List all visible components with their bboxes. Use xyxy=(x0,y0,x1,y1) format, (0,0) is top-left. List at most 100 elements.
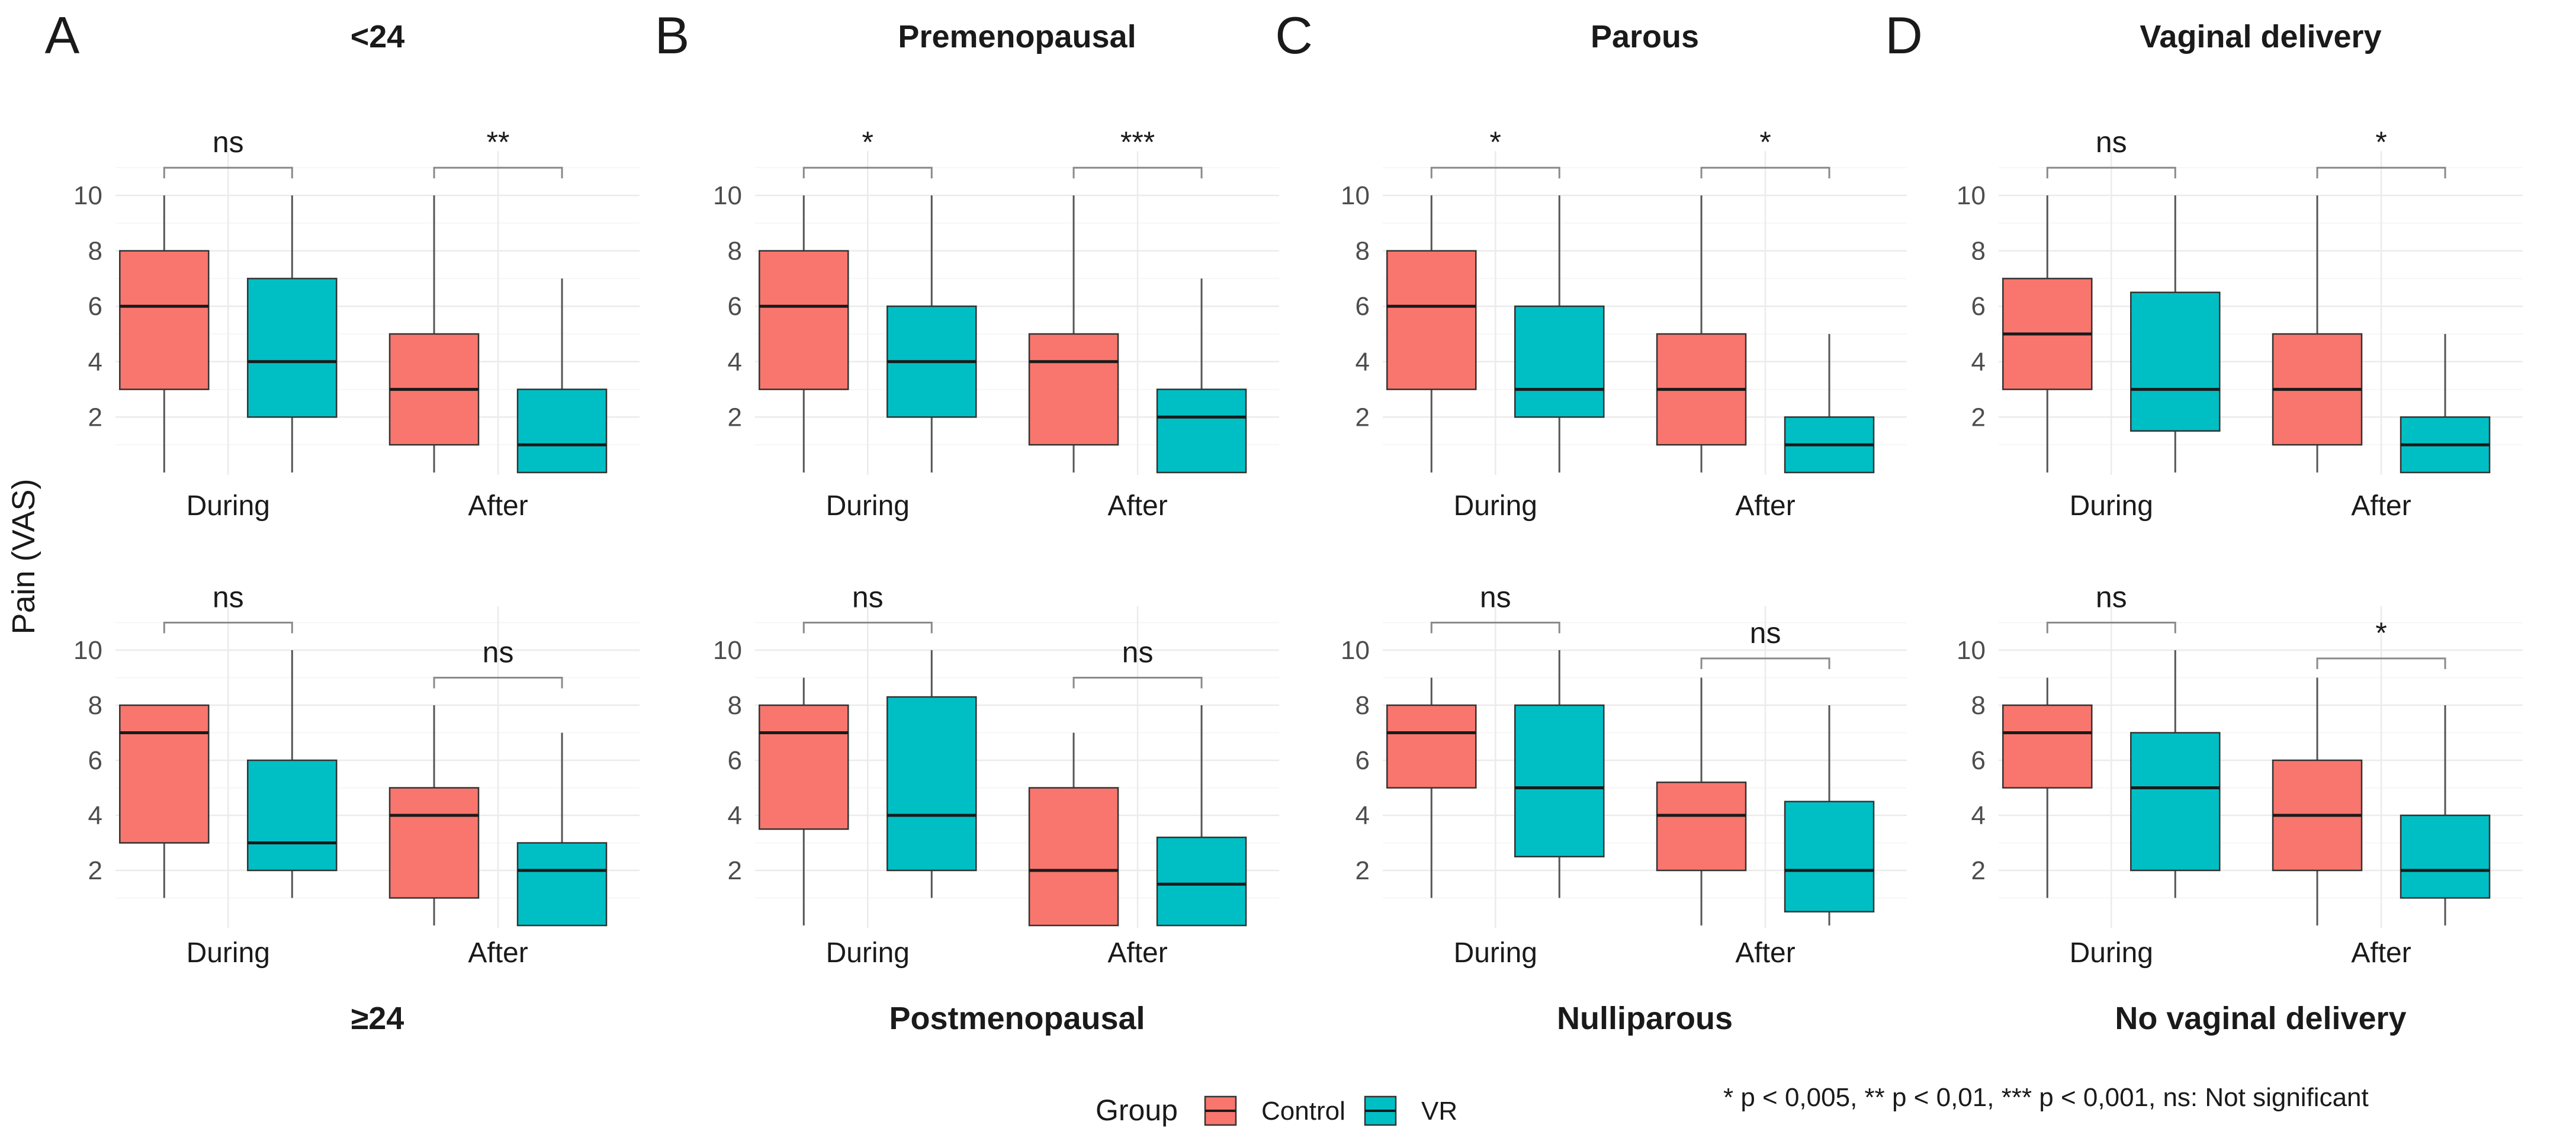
y-tick-label-6: 6 xyxy=(1971,292,1986,321)
box-during-control xyxy=(119,704,210,844)
category-label-during: During xyxy=(2070,937,2153,969)
y-tick-label-8: 8 xyxy=(1971,691,1986,720)
y-tick-label-2: 2 xyxy=(728,856,742,885)
box-during-control xyxy=(1386,704,1477,789)
box-after-control xyxy=(388,787,480,899)
y-tick-label-10: 10 xyxy=(1341,636,1370,665)
significance-during-label: ns xyxy=(213,126,244,159)
significance-after-label: * xyxy=(1759,126,1771,159)
y-tick-label-6: 6 xyxy=(1356,292,1370,321)
y-tick-label-2: 2 xyxy=(88,403,102,432)
y-tick-label-8: 8 xyxy=(1356,691,1370,720)
legend-label-vr: VR xyxy=(1421,1097,1457,1126)
box-after-control xyxy=(1656,781,1747,872)
significance-footnote: * p < 0,005, ** p < 0,01, *** p < 0,001,… xyxy=(1723,1083,2369,1112)
category-label-during: During xyxy=(1454,937,1537,969)
category-label-during: During xyxy=(826,490,910,522)
significance-after-bracket xyxy=(1072,677,1203,689)
category-label-after: After xyxy=(1735,937,1795,969)
category-label-after: After xyxy=(2351,490,2411,522)
category-label-after: After xyxy=(468,490,528,522)
y-tick-label-4: 4 xyxy=(728,348,742,377)
panel-a-bottom: 2 4 6 8 10 During After ns ns ≥24 xyxy=(73,581,640,1036)
y-tick-label-6: 6 xyxy=(1971,746,1986,775)
box-during-vr xyxy=(2130,732,2221,872)
panel-letter-a: A xyxy=(45,6,80,65)
y-tick-label-2: 2 xyxy=(728,403,742,432)
y-tick-label-4: 4 xyxy=(88,348,102,377)
category-label-during: During xyxy=(826,937,910,969)
significance-during-label: * xyxy=(1490,126,1501,159)
significance-after-label: ** xyxy=(487,126,510,159)
box-during-vr xyxy=(2130,291,2221,432)
significance-during-bracket xyxy=(163,622,293,634)
significance-after-label: * xyxy=(2375,126,2387,159)
box-during-control xyxy=(759,250,849,390)
significance-during-label: ns xyxy=(1480,581,1511,614)
significance-after-label: * xyxy=(2375,616,2387,650)
panel-c-bottom: 2 4 6 8 10 During After ns ns Nulliparous xyxy=(1341,581,1907,1036)
significance-during-bracket xyxy=(163,166,293,179)
category-label-after: After xyxy=(2351,937,2411,969)
y-axis-title: Pain (VAS) xyxy=(6,478,41,634)
y-tick-label-6: 6 xyxy=(1356,746,1370,775)
y-tick-label-4: 4 xyxy=(728,801,742,830)
panel-d-bottom: 2 4 6 8 10 During After ns * No vaginal delivery xyxy=(1957,581,2523,1036)
panel-title-b-top: Premenopausal xyxy=(898,19,1136,54)
significance-after-bracket xyxy=(1700,657,1830,669)
y-tick-label-8: 8 xyxy=(1971,237,1986,266)
significance-after-bracket xyxy=(2316,166,2446,179)
y-tick-label-2: 2 xyxy=(1356,856,1370,885)
panel-a-top: 2 4 6 8 10 During After ns ** <24 xyxy=(73,19,640,522)
category-label-after: After xyxy=(1107,490,1167,522)
box-after-vr xyxy=(2400,814,2491,899)
box-during-vr xyxy=(247,759,338,872)
box-during-control xyxy=(119,250,210,390)
panel-title-b-bottom: Postmenopausal xyxy=(889,1001,1145,1036)
box-during-vr xyxy=(886,696,977,872)
y-tick-label-6: 6 xyxy=(728,746,742,775)
panel-c-top: 2 4 6 8 10 During After * * Parous xyxy=(1341,19,1907,522)
y-tick-label-10: 10 xyxy=(1341,181,1370,210)
legend-label-control: Control xyxy=(1261,1097,1345,1126)
y-tick-label-10: 10 xyxy=(1957,636,1986,665)
y-tick-label-4: 4 xyxy=(1971,348,1986,377)
box-during-control xyxy=(1386,250,1477,390)
significance-during-bracket xyxy=(1430,622,1560,634)
significance-during-label: ns xyxy=(213,581,244,614)
y-tick-label-8: 8 xyxy=(728,237,742,266)
y-tick-label-6: 6 xyxy=(88,746,102,775)
panel-title-c-bottom: Nulliparous xyxy=(1557,1001,1733,1036)
significance-during-bracket xyxy=(2046,166,2176,179)
panel-title-a-top: <24 xyxy=(351,19,405,54)
panel-d-top: 2 4 6 8 10 During After ns * Vaginal delivery xyxy=(1957,19,2523,522)
box-after-vr xyxy=(1156,836,1247,927)
box-after-control xyxy=(1028,787,1119,927)
category-label-after: After xyxy=(1735,490,1795,522)
y-tick-label-4: 4 xyxy=(1356,348,1370,377)
y-tick-label-2: 2 xyxy=(1356,403,1370,432)
y-tick-label-10: 10 xyxy=(713,636,742,665)
box-during-vr xyxy=(247,278,338,418)
category-label-during: During xyxy=(187,937,270,969)
significance-after-bracket xyxy=(433,166,563,179)
panel-letter-d: D xyxy=(1885,6,1923,65)
category-label-during: During xyxy=(187,490,270,522)
panel-title-d-bottom: No vaginal delivery xyxy=(2115,1001,2406,1036)
significance-after-bracket xyxy=(433,677,563,689)
box-during-vr xyxy=(1514,704,1605,857)
significance-during-bracket xyxy=(802,622,933,634)
y-tick-label-6: 6 xyxy=(728,292,742,321)
y-tick-label-10: 10 xyxy=(73,181,102,210)
significance-during-label: ns xyxy=(852,581,884,614)
y-tick-label-2: 2 xyxy=(1971,856,1986,885)
panel-letter-b: B xyxy=(655,6,690,65)
y-tick-label-8: 8 xyxy=(88,237,102,266)
significance-during-label: * xyxy=(862,126,873,159)
panel-title-c-top: Parous xyxy=(1591,19,1699,54)
significance-during-label: ns xyxy=(2096,126,2127,159)
panel-title-a-bottom: ≥24 xyxy=(351,1001,404,1036)
